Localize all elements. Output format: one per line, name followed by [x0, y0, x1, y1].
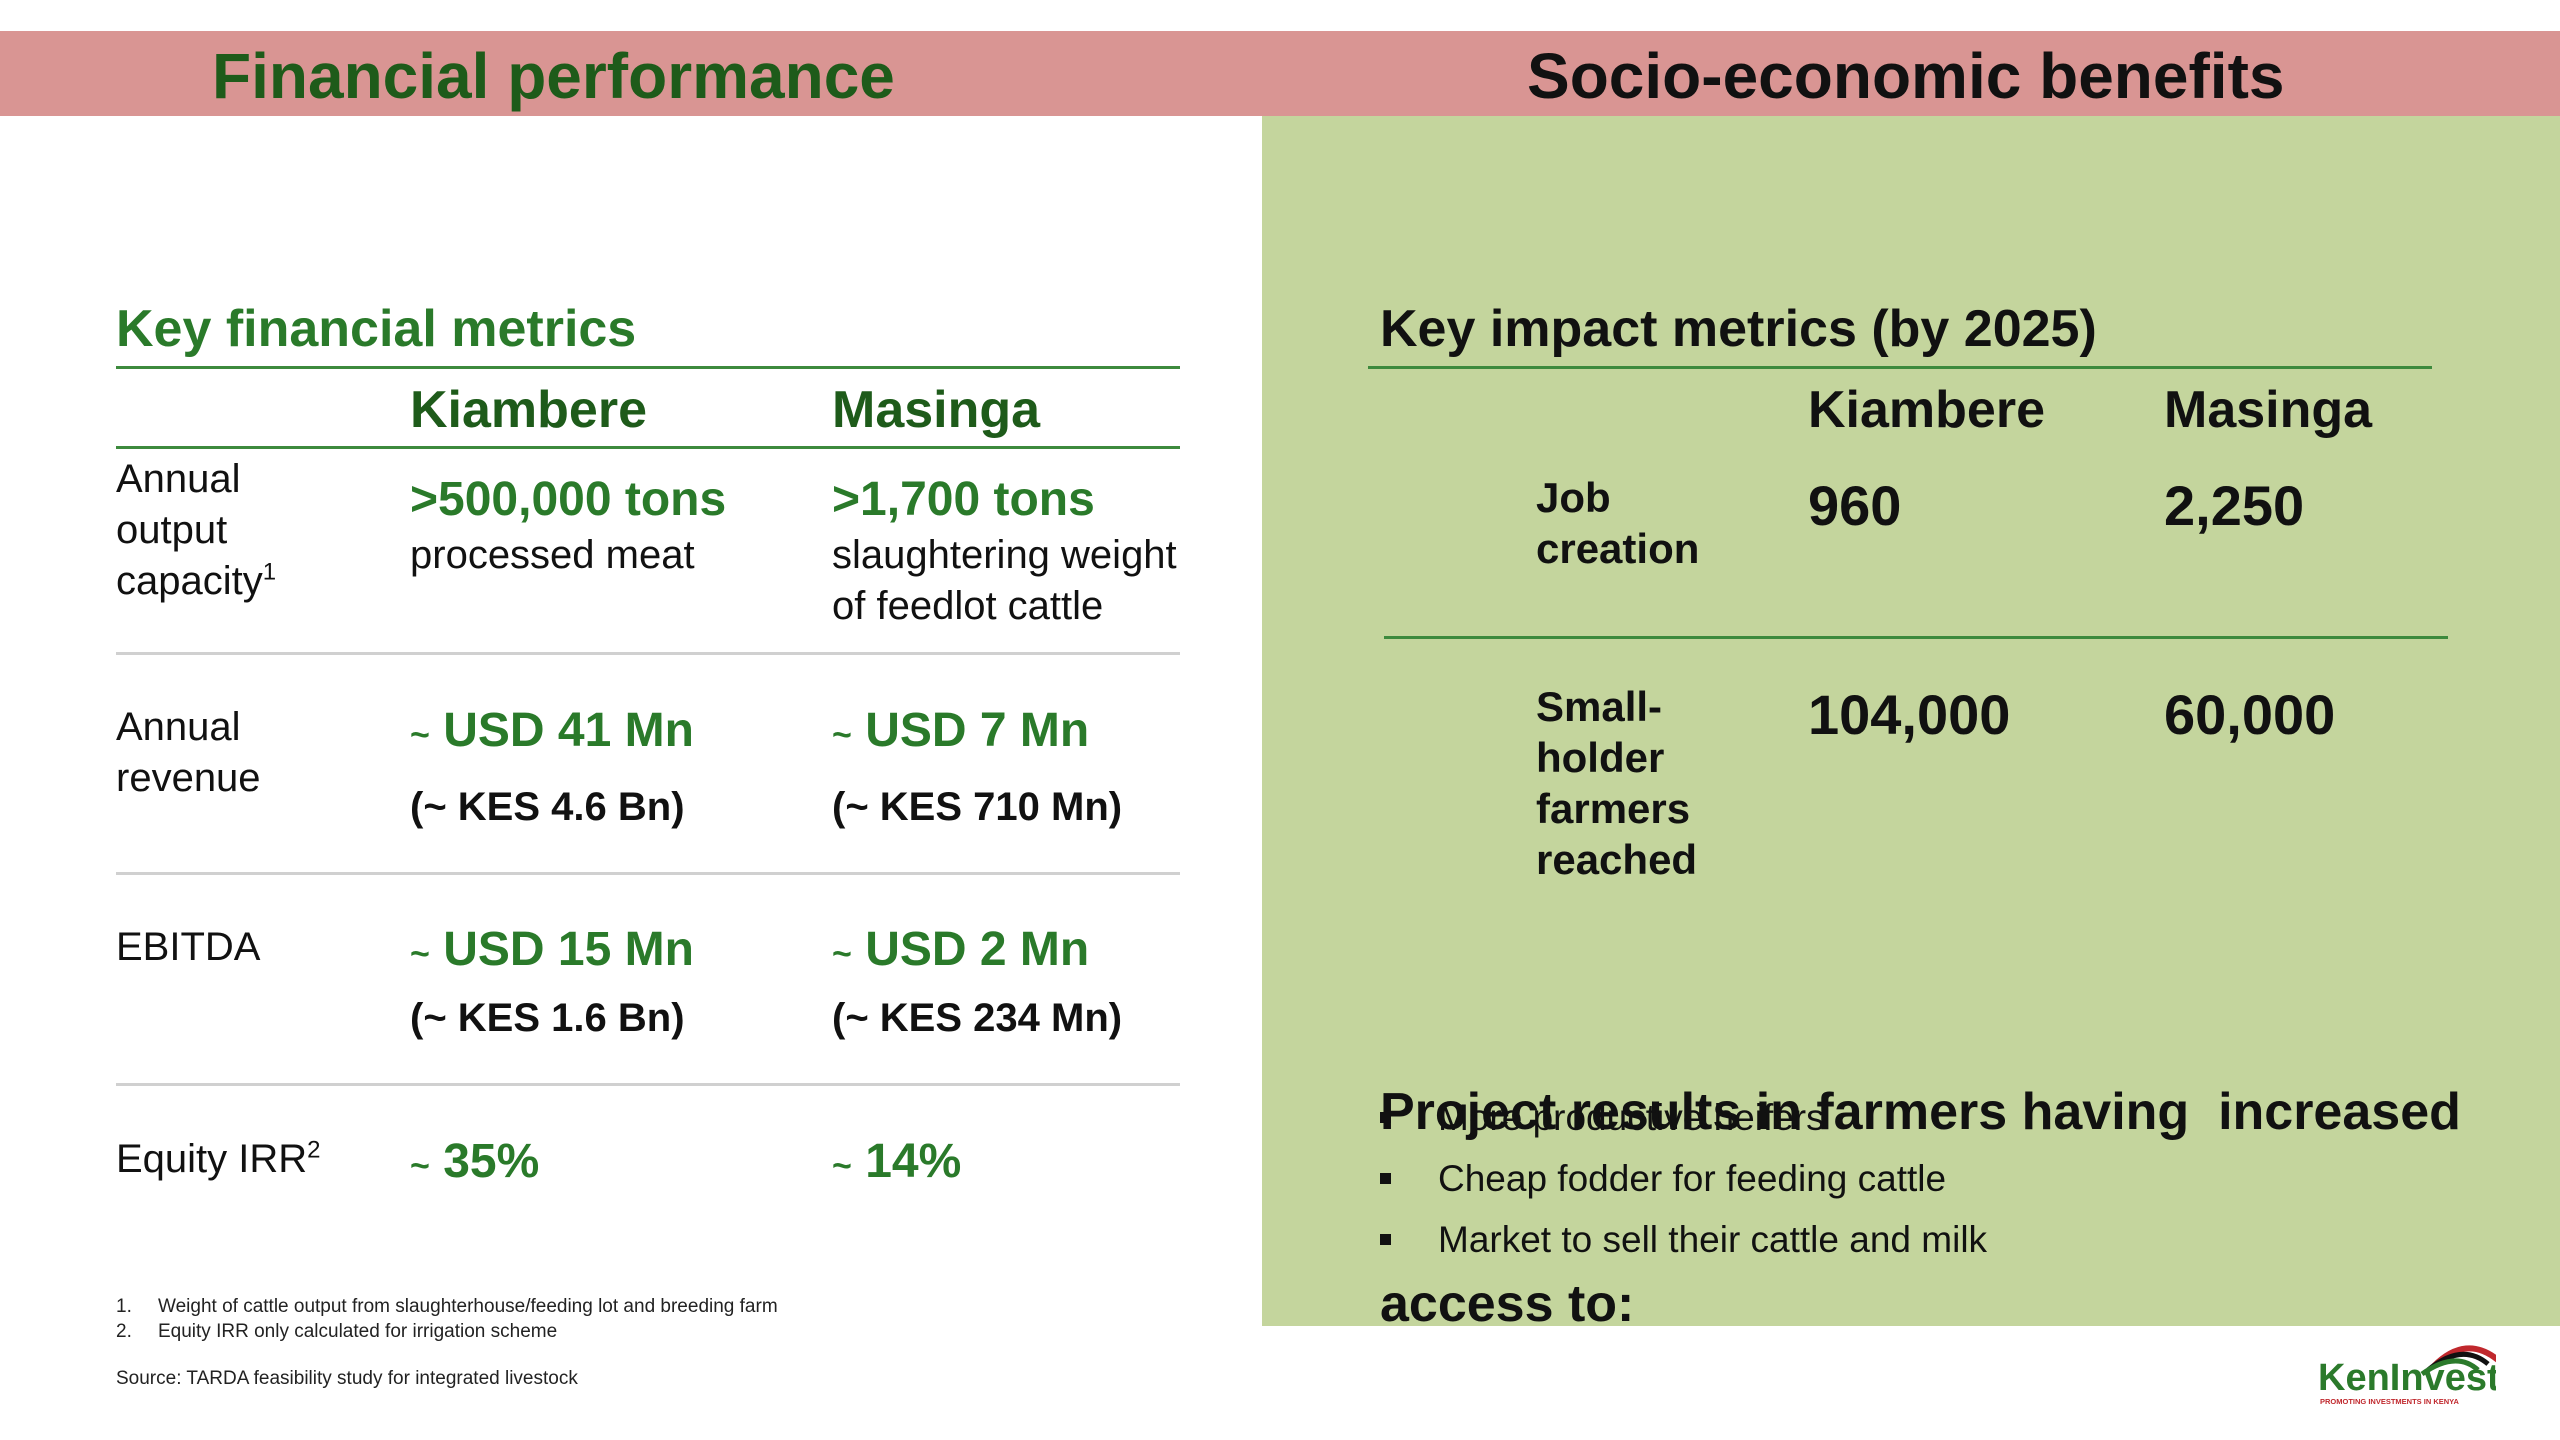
row-label-annual-revenue: Annual revenue [116, 702, 261, 804]
heading-line: access to: [1380, 1275, 1635, 1333]
column-header-masinga: Masinga [832, 381, 1041, 439]
bullet-square-icon [1380, 1234, 1391, 1245]
row-label-equity-irr: Equity IRR2 [116, 1134, 321, 1185]
kiambere-ebitda-usd: ~ USD 15 Mn [410, 922, 694, 982]
footnote-num: 1. [116, 1296, 132, 1317]
access-bullet-list: More productive heifers Cheap fodder for… [1380, 1087, 1987, 1270]
footnote-1: 1. Weight of cattle output from slaughter… [116, 1294, 778, 1319]
tilde: ~ [832, 1147, 852, 1185]
label-line: Annual [116, 457, 241, 501]
row-label-ebitda: EBITDA [116, 925, 261, 969]
kiambere-ebitda-kes: (~ KES 1.6 Bn) [410, 996, 685, 1040]
masinga-revenue-usd: ~ USD 7 Mn [832, 703, 1089, 763]
desc-line: of feedlot cattle [832, 584, 1104, 628]
tilde: ~ [410, 935, 430, 973]
bullet-item: More productive heifers [1380, 1087, 1987, 1148]
column-header-rule [116, 446, 1180, 449]
value: USD 15 Mn [443, 923, 694, 976]
masinga-output-desc: slaughtering weight of feedlot cattle [832, 530, 1177, 632]
impact-masinga-jobs: 2,250 [2164, 474, 2305, 537]
bullet-text: Cheap fodder for feeding cattle [1438, 1158, 1947, 1199]
kiambere-equity-irr: ~ 35% [410, 1134, 539, 1194]
impact-kiambere-jobs: 960 [1808, 474, 1902, 537]
footnote-2: 2. Equity IRR only calculated for irrigat… [116, 1319, 557, 1344]
row-divider [116, 872, 1180, 875]
footnote-num: 2. [116, 1321, 132, 1342]
impact-label-job-creation: Job creation [1536, 472, 1699, 574]
key-impact-metrics-heading: Key impact metrics (by 2025) [1380, 300, 2097, 358]
impact-row-divider [1384, 636, 2448, 639]
bullet-item: Cheap fodder for feeding cattle [1380, 1148, 1987, 1209]
masinga-output-value: >1,700 tons [832, 473, 1095, 526]
impact-panel [1262, 116, 2560, 1326]
label-line: Job [1536, 474, 1611, 521]
bullet-text: More productive heifers [1438, 1097, 1825, 1138]
impact-masinga-farmers: 60,000 [2164, 683, 2336, 746]
masinga-equity-irr: ~ 14% [832, 1134, 961, 1194]
tilde: ~ [410, 716, 430, 754]
tilde: ~ [832, 716, 852, 754]
value: USD 7 Mn [865, 704, 1090, 757]
header-band [0, 31, 2560, 116]
keninvest-logo: KenInvest PROMOTING INVESTMENTS IN KENYA [2318, 1345, 2496, 1406]
masinga-revenue-kes: (~ KES 710 Mn) [832, 785, 1123, 829]
financial-performance-title: Financial performance [212, 40, 895, 112]
kiambere-output-desc: processed meat [410, 533, 695, 577]
label-line: reached [1536, 836, 1698, 883]
label-line: output [116, 508, 228, 552]
key-financial-metrics-heading: Key financial metrics [116, 300, 637, 358]
project-results-heading: Project results in farmers having increa… [1380, 952, 2461, 1400]
logo-tagline: PROMOTING INVESTMENTS IN KENYA [2320, 1397, 2459, 1406]
impact-label-smallholder-farmers: Small- holder farmers reached [1536, 681, 1697, 885]
source-note: Source: TARDA feasibility study for inte… [116, 1368, 578, 1389]
bullet-item: Market to sell their cattle and milk [1380, 1209, 1987, 1270]
tilde: ~ [832, 935, 852, 973]
logo-wordmark: KenInvest [2318, 1357, 2496, 1399]
heading-rule [116, 366, 1180, 369]
label-text: Equity IRR [116, 1137, 308, 1181]
masinga-ebitda-kes: (~ KES 234 Mn) [832, 996, 1123, 1040]
impact-column-header-masinga: Masinga [2164, 381, 2373, 439]
value: USD 41 Mn [443, 704, 694, 757]
heading-line: Project results in farmers having increa… [1380, 1083, 2461, 1141]
footnote-marker-1: 1 [262, 558, 277, 586]
row-divider [116, 1083, 1180, 1086]
kiambere-output-value: >500,000 tons [410, 473, 727, 526]
desc-line: slaughtering weight [832, 533, 1177, 577]
socio-economic-benefits-title: Socio-economic benefits [1527, 40, 2285, 112]
logo-arc-green-icon [2420, 1358, 2480, 1377]
row-label-annual-output-capacity: Annual output capacity1 [116, 454, 276, 607]
footnote-text: Weight of cattle output from slaughterho… [158, 1296, 778, 1317]
bullet-square-icon [1380, 1173, 1391, 1184]
label-line: creation [1536, 525, 1700, 572]
column-header-kiambere: Kiambere [410, 381, 647, 439]
masinga-ebitda-usd: ~ USD 2 Mn [832, 922, 1089, 982]
row-divider [116, 652, 1180, 655]
impact-kiambere-farmers: 104,000 [1808, 683, 2011, 746]
value: USD 2 Mn [865, 923, 1090, 976]
label-line: capacity [116, 559, 263, 603]
label-line: revenue [116, 756, 261, 800]
footnote-marker-2: 2 [307, 1136, 321, 1164]
bullet-text: Market to sell their cattle and milk [1438, 1219, 1988, 1260]
label-line: Small- [1536, 683, 1663, 730]
label-line: Annual [116, 705, 241, 749]
impact-column-header-kiambere: Kiambere [1808, 381, 2045, 439]
value: 35% [443, 1135, 540, 1188]
value: 14% [865, 1135, 962, 1188]
kiambere-revenue-kes: (~ KES 4.6 Bn) [410, 785, 685, 829]
tilde: ~ [410, 1147, 430, 1185]
impact-heading-rule [1368, 366, 2432, 369]
label-line: holder [1536, 734, 1665, 781]
kiambere-revenue-usd: ~ USD 41 Mn [410, 703, 694, 763]
label-line: farmers [1536, 785, 1691, 832]
bullet-square-icon [1380, 1112, 1391, 1123]
footnote-text: Equity IRR only calculated for irrigatio… [158, 1321, 558, 1342]
